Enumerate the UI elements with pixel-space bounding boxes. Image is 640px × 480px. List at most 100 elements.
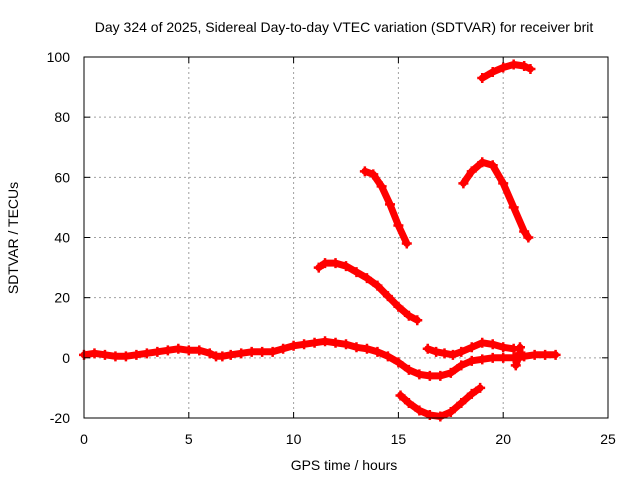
series-arc-d [395,382,486,422]
data-point [431,346,442,357]
data-point [498,342,509,353]
data-point [361,273,372,284]
data-point [445,367,456,378]
series-arc-e [458,157,534,243]
data-point [299,339,310,350]
data-point [487,352,498,363]
data-point [393,301,404,312]
data-point [550,349,561,360]
data-point [456,346,467,357]
data-point [382,291,393,302]
data-point [447,349,458,360]
data-point [120,351,131,362]
data-point [204,348,215,359]
data-point [487,339,498,350]
data-point [361,343,372,354]
data-point [519,226,530,237]
series-arc-b [359,166,412,249]
data-point [246,346,257,357]
data-point [519,61,530,72]
data-point [330,337,341,348]
data-point [498,178,509,189]
series-arc-c [422,337,519,360]
data-point [359,166,370,177]
data-point [512,354,523,365]
data-point [217,351,228,362]
data-markers [79,59,561,422]
data-point [477,337,488,348]
data-point [341,339,351,350]
data-point [368,169,379,180]
data-point [529,349,540,360]
data-point [525,64,536,75]
data-point [225,349,236,360]
x-tick-label: 20 [495,431,511,447]
data-point [141,348,152,359]
axis-ticks [83,56,609,419]
data-point [183,345,194,356]
data-point [152,346,163,357]
data-point [236,348,247,359]
data-point [401,238,412,249]
data-point [414,405,425,416]
data-point [403,364,414,375]
series-arc-f [477,59,536,84]
data-point [351,267,362,278]
data-point [514,342,525,353]
y-axis-label: SDTVAR / TECUs [5,182,21,294]
data-point [466,342,477,353]
data-point [477,354,488,365]
y-tick-label: 100 [47,49,71,65]
data-point [257,346,268,357]
data-point [385,199,396,210]
data-point [435,411,446,422]
x-tick-label: 25 [600,431,616,447]
y-tick-label: 20 [54,290,70,306]
data-point [382,351,393,362]
data-point [456,397,467,408]
data-point [341,261,351,272]
data-point [395,390,406,401]
data-point [320,258,331,269]
tick-labels: 0 5 10 15 20 25 -20 0 20 40 60 80 100 [47,49,616,447]
data-point [435,370,446,381]
data-point [424,370,435,381]
y-tick-label: 80 [54,109,70,125]
series-baseline [79,336,561,381]
data-point [477,157,488,168]
data-point [487,160,498,171]
data-point [393,220,404,231]
data-point [487,67,498,78]
data-point [403,397,414,408]
data-point [320,336,331,347]
series-band [459,158,532,241]
chart-title: Day 324 of 2025, Sidereal Day-to-day VTE… [95,19,594,35]
data-point [330,258,341,269]
data-point [278,343,289,354]
data-point [439,348,450,359]
data-point [466,166,477,177]
data-point [475,382,486,393]
data-point [89,348,100,359]
x-tick-label: 10 [286,431,302,447]
x-tick-label: 5 [185,431,193,447]
data-point [508,202,519,213]
data-point [477,73,488,84]
data-point [110,351,121,362]
data-point [508,59,519,70]
y-tick-label: -20 [50,410,70,426]
x-axis-label: GPS time / hours [291,457,398,473]
data-point [351,342,362,353]
data-point [99,349,110,360]
data-point [498,62,509,73]
data-point [267,346,278,357]
x-tick-label: 0 [80,431,88,447]
data-point [162,345,173,356]
data-point [372,346,383,357]
data-point [393,357,404,368]
data-point [540,349,551,360]
y-tick-label: 0 [62,350,70,366]
y-tick-label: 40 [54,230,70,246]
